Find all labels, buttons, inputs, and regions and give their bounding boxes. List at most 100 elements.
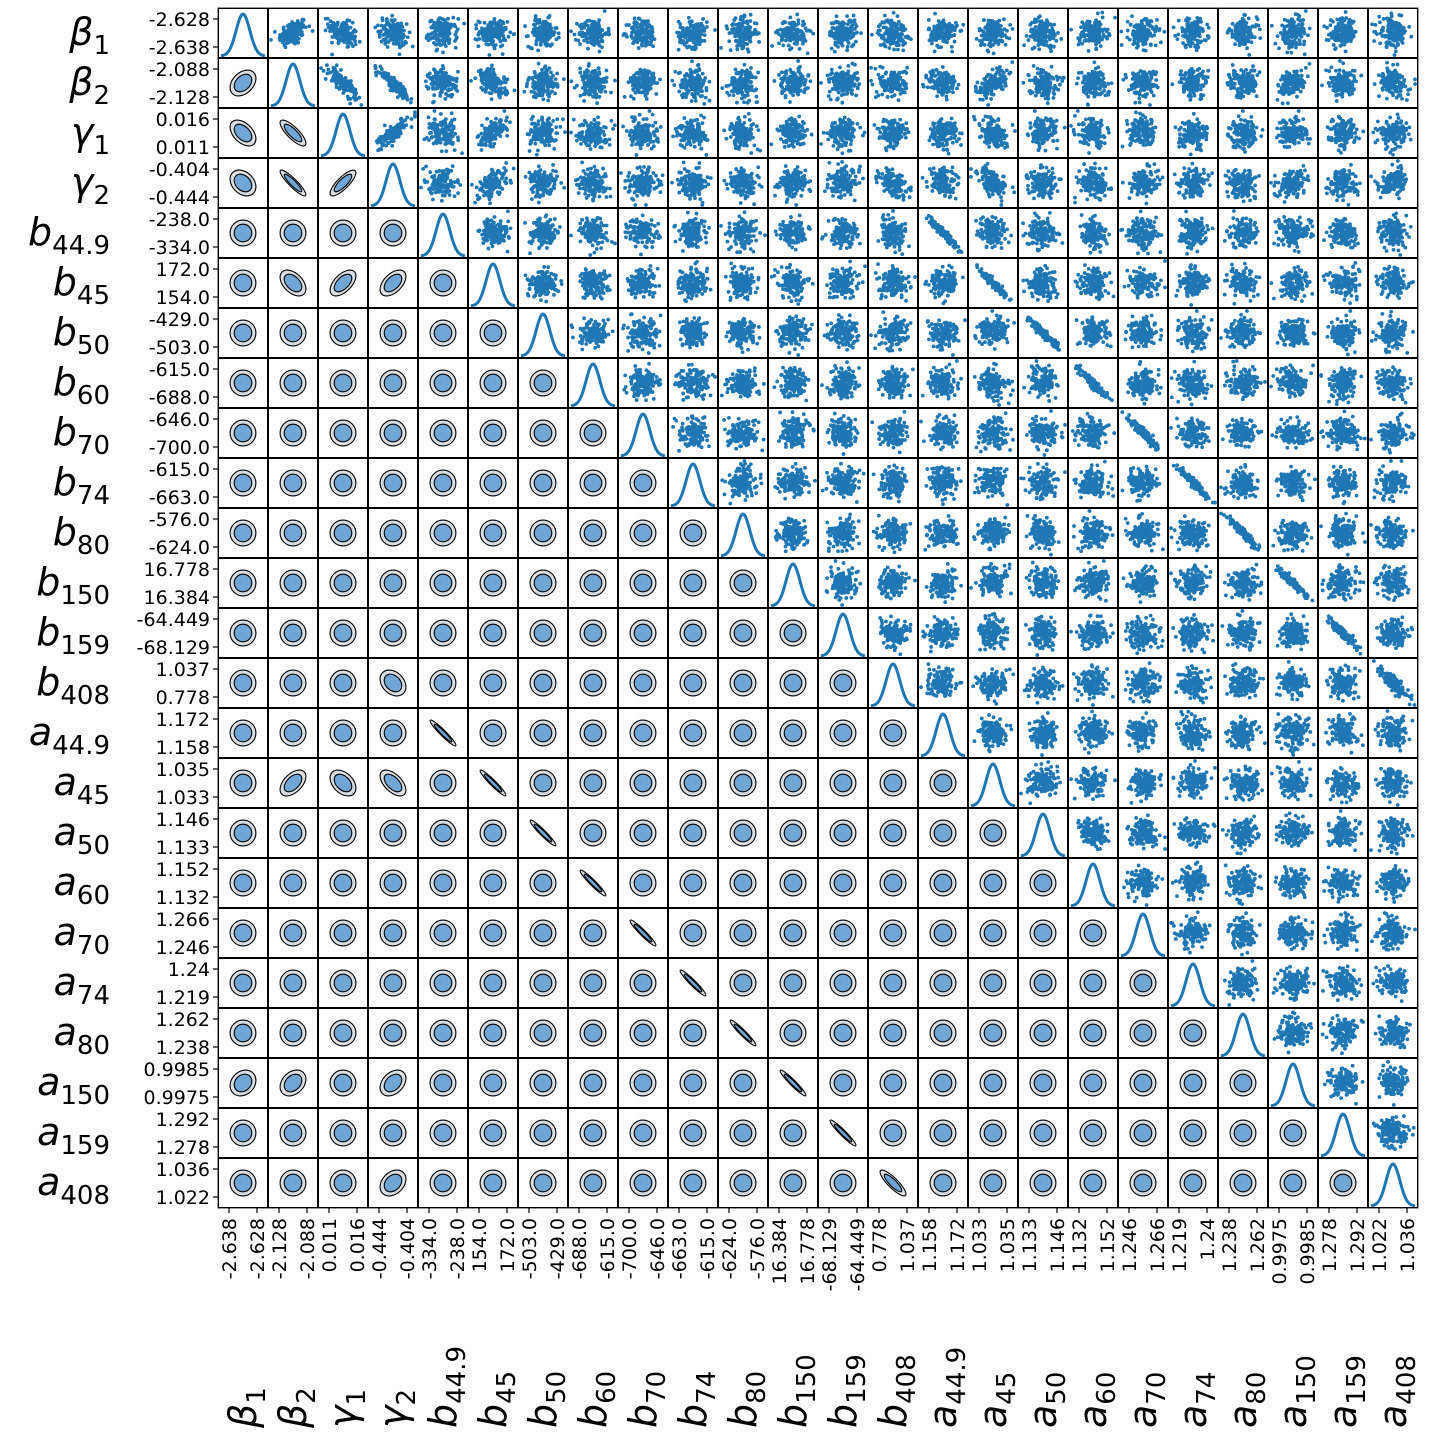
scatter-point: [884, 25, 888, 30]
scatter-point: [830, 26, 835, 31]
scatter-point: [770, 44, 775, 48]
scatter-points: [869, 64, 910, 103]
scatter-point: [430, 31, 435, 36]
scatter-point: [732, 18, 737, 23]
scatter-point: [931, 36, 936, 41]
scatter-point: [345, 88, 350, 93]
scatter-point: [1230, 21, 1235, 26]
scatter-point: [438, 84, 443, 89]
scatter-point: [599, 89, 603, 94]
scatter-point: [979, 28, 984, 33]
scatter-point: [1258, 36, 1263, 41]
scatter-point: [582, 82, 587, 87]
scatter-point: [719, 45, 723, 50]
scatter-point: [840, 100, 845, 105]
scatter-point: [825, 73, 830, 78]
scatter-point: [438, 34, 443, 38]
scatter-point: [749, 84, 754, 89]
scatter-point: [593, 83, 598, 88]
scatter-point: [449, 87, 454, 92]
scatter-point: [1097, 23, 1102, 28]
cell-1-0: [213, 57, 269, 109]
scatter-point: [678, 32, 683, 36]
scatter-point: [1000, 33, 1004, 38]
scatter-point: [301, 25, 305, 29]
scatter-point: [456, 17, 461, 21]
scatter-point: [1383, 33, 1387, 38]
scatter-point: [490, 63, 494, 68]
scatter-point: [350, 20, 355, 25]
scatter-point: [281, 25, 286, 30]
scatter-point: [794, 42, 799, 46]
scatter-point: [789, 46, 794, 51]
scatter-point: [1089, 23, 1093, 28]
scatter-point: [682, 42, 687, 47]
scatter-point: [486, 31, 490, 36]
scatter-point: [996, 30, 1001, 34]
scatter-point: [1092, 35, 1097, 39]
scatter-point: [433, 71, 438, 76]
scatter-point: [1247, 33, 1252, 38]
scatter-point: [796, 59, 800, 63]
scatter-point: [845, 44, 850, 49]
scatter-point: [757, 40, 762, 44]
scatter-point: [1162, 29, 1167, 34]
scatter-point: [932, 49, 937, 54]
scatter-point: [299, 29, 304, 34]
scatter-point: [698, 77, 703, 82]
scatter-point: [843, 77, 848, 82]
scatter-point: [537, 26, 542, 30]
scatter-point: [1237, 39, 1242, 44]
scatter-point: [793, 72, 797, 77]
scatter-point: [1144, 37, 1149, 42]
scatter-point: [1331, 43, 1336, 47]
scatter-point: [797, 47, 802, 51]
scatter-point: [739, 36, 744, 41]
cell-1-7: [567, 57, 619, 109]
scatter-point: [476, 44, 481, 49]
scatter-point: [1083, 38, 1088, 43]
scatter-point: [1287, 22, 1292, 27]
scatter-point: [798, 28, 803, 33]
scatter-point: [399, 21, 404, 26]
scatter-point: [840, 34, 845, 39]
scatter-point: [1285, 19, 1290, 23]
scatter-point: [396, 34, 400, 39]
scatter-point: [742, 29, 747, 33]
scatter-point: [1100, 10, 1105, 15]
scatter-point: [701, 78, 706, 83]
scatter-point: [1176, 32, 1181, 37]
scatter-point: [852, 31, 857, 36]
scatter-point: [432, 67, 436, 72]
scatter-point: [847, 86, 852, 91]
scatter-point: [1256, 23, 1261, 28]
scatter-point: [334, 63, 339, 68]
scatter-point: [670, 78, 675, 83]
scatter-point: [549, 70, 553, 75]
scatter-point: [1378, 20, 1382, 25]
scatter-point: [746, 49, 751, 54]
scatter-point: [786, 43, 791, 48]
scatter-point: [1337, 26, 1342, 31]
scatter-point: [307, 24, 312, 29]
scatter-point: [704, 25, 709, 29]
scatter-point: [523, 24, 527, 28]
scatter-point: [533, 33, 538, 38]
scatter-point: [603, 89, 608, 94]
scatter-point: [1185, 35, 1190, 39]
scatter-point: [1192, 37, 1197, 42]
scatter-point: [1102, 27, 1107, 32]
scatter-points: [569, 62, 617, 106]
scatter-point: [331, 20, 336, 25]
scatter-point: [394, 27, 399, 31]
scatter-point: [748, 25, 753, 30]
scatter-point: [588, 88, 592, 93]
scatter-point: [408, 100, 413, 105]
scatter-point: [1392, 53, 1397, 57]
scatter-point: [1039, 28, 1043, 32]
scatter-point: [991, 23, 996, 28]
scatter-point: [401, 32, 406, 37]
scatter-point: [337, 80, 341, 85]
scatter-point: [1132, 24, 1137, 29]
